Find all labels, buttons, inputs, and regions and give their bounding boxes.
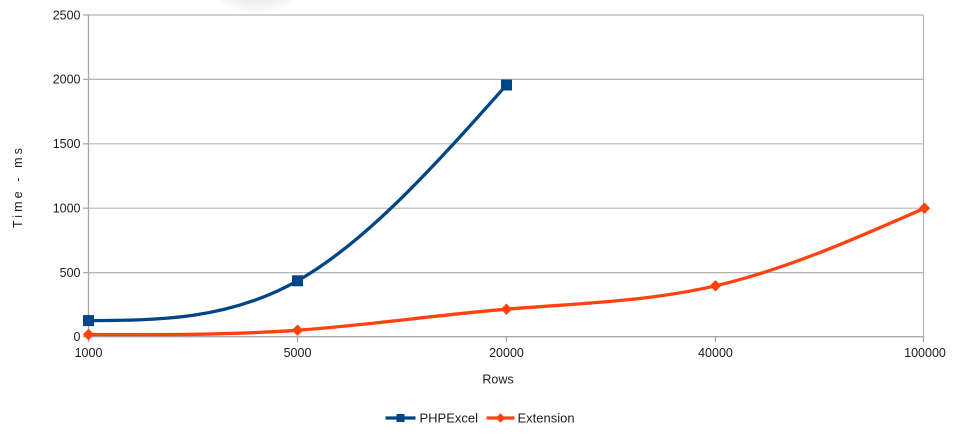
svg-text:2500: 2500 (53, 8, 81, 22)
svg-text:Rows: Rows (482, 372, 513, 386)
svg-text:40000: 40000 (698, 346, 733, 360)
svg-text:1000: 1000 (53, 202, 81, 216)
svg-text:5000: 5000 (284, 346, 312, 360)
svg-text:PHPExcel: PHPExcel (420, 410, 479, 425)
svg-text:500: 500 (60, 266, 81, 280)
svg-text:Extension: Extension (518, 410, 575, 425)
svg-text:0: 0 (74, 330, 81, 344)
svg-text:100000: 100000 (904, 346, 946, 360)
svg-text:1500: 1500 (53, 137, 81, 151)
svg-text:20000: 20000 (489, 346, 524, 360)
svg-text:2000: 2000 (53, 73, 81, 87)
svg-text:Time - ms: Time - ms (11, 145, 25, 228)
svg-text:1000: 1000 (75, 346, 103, 360)
